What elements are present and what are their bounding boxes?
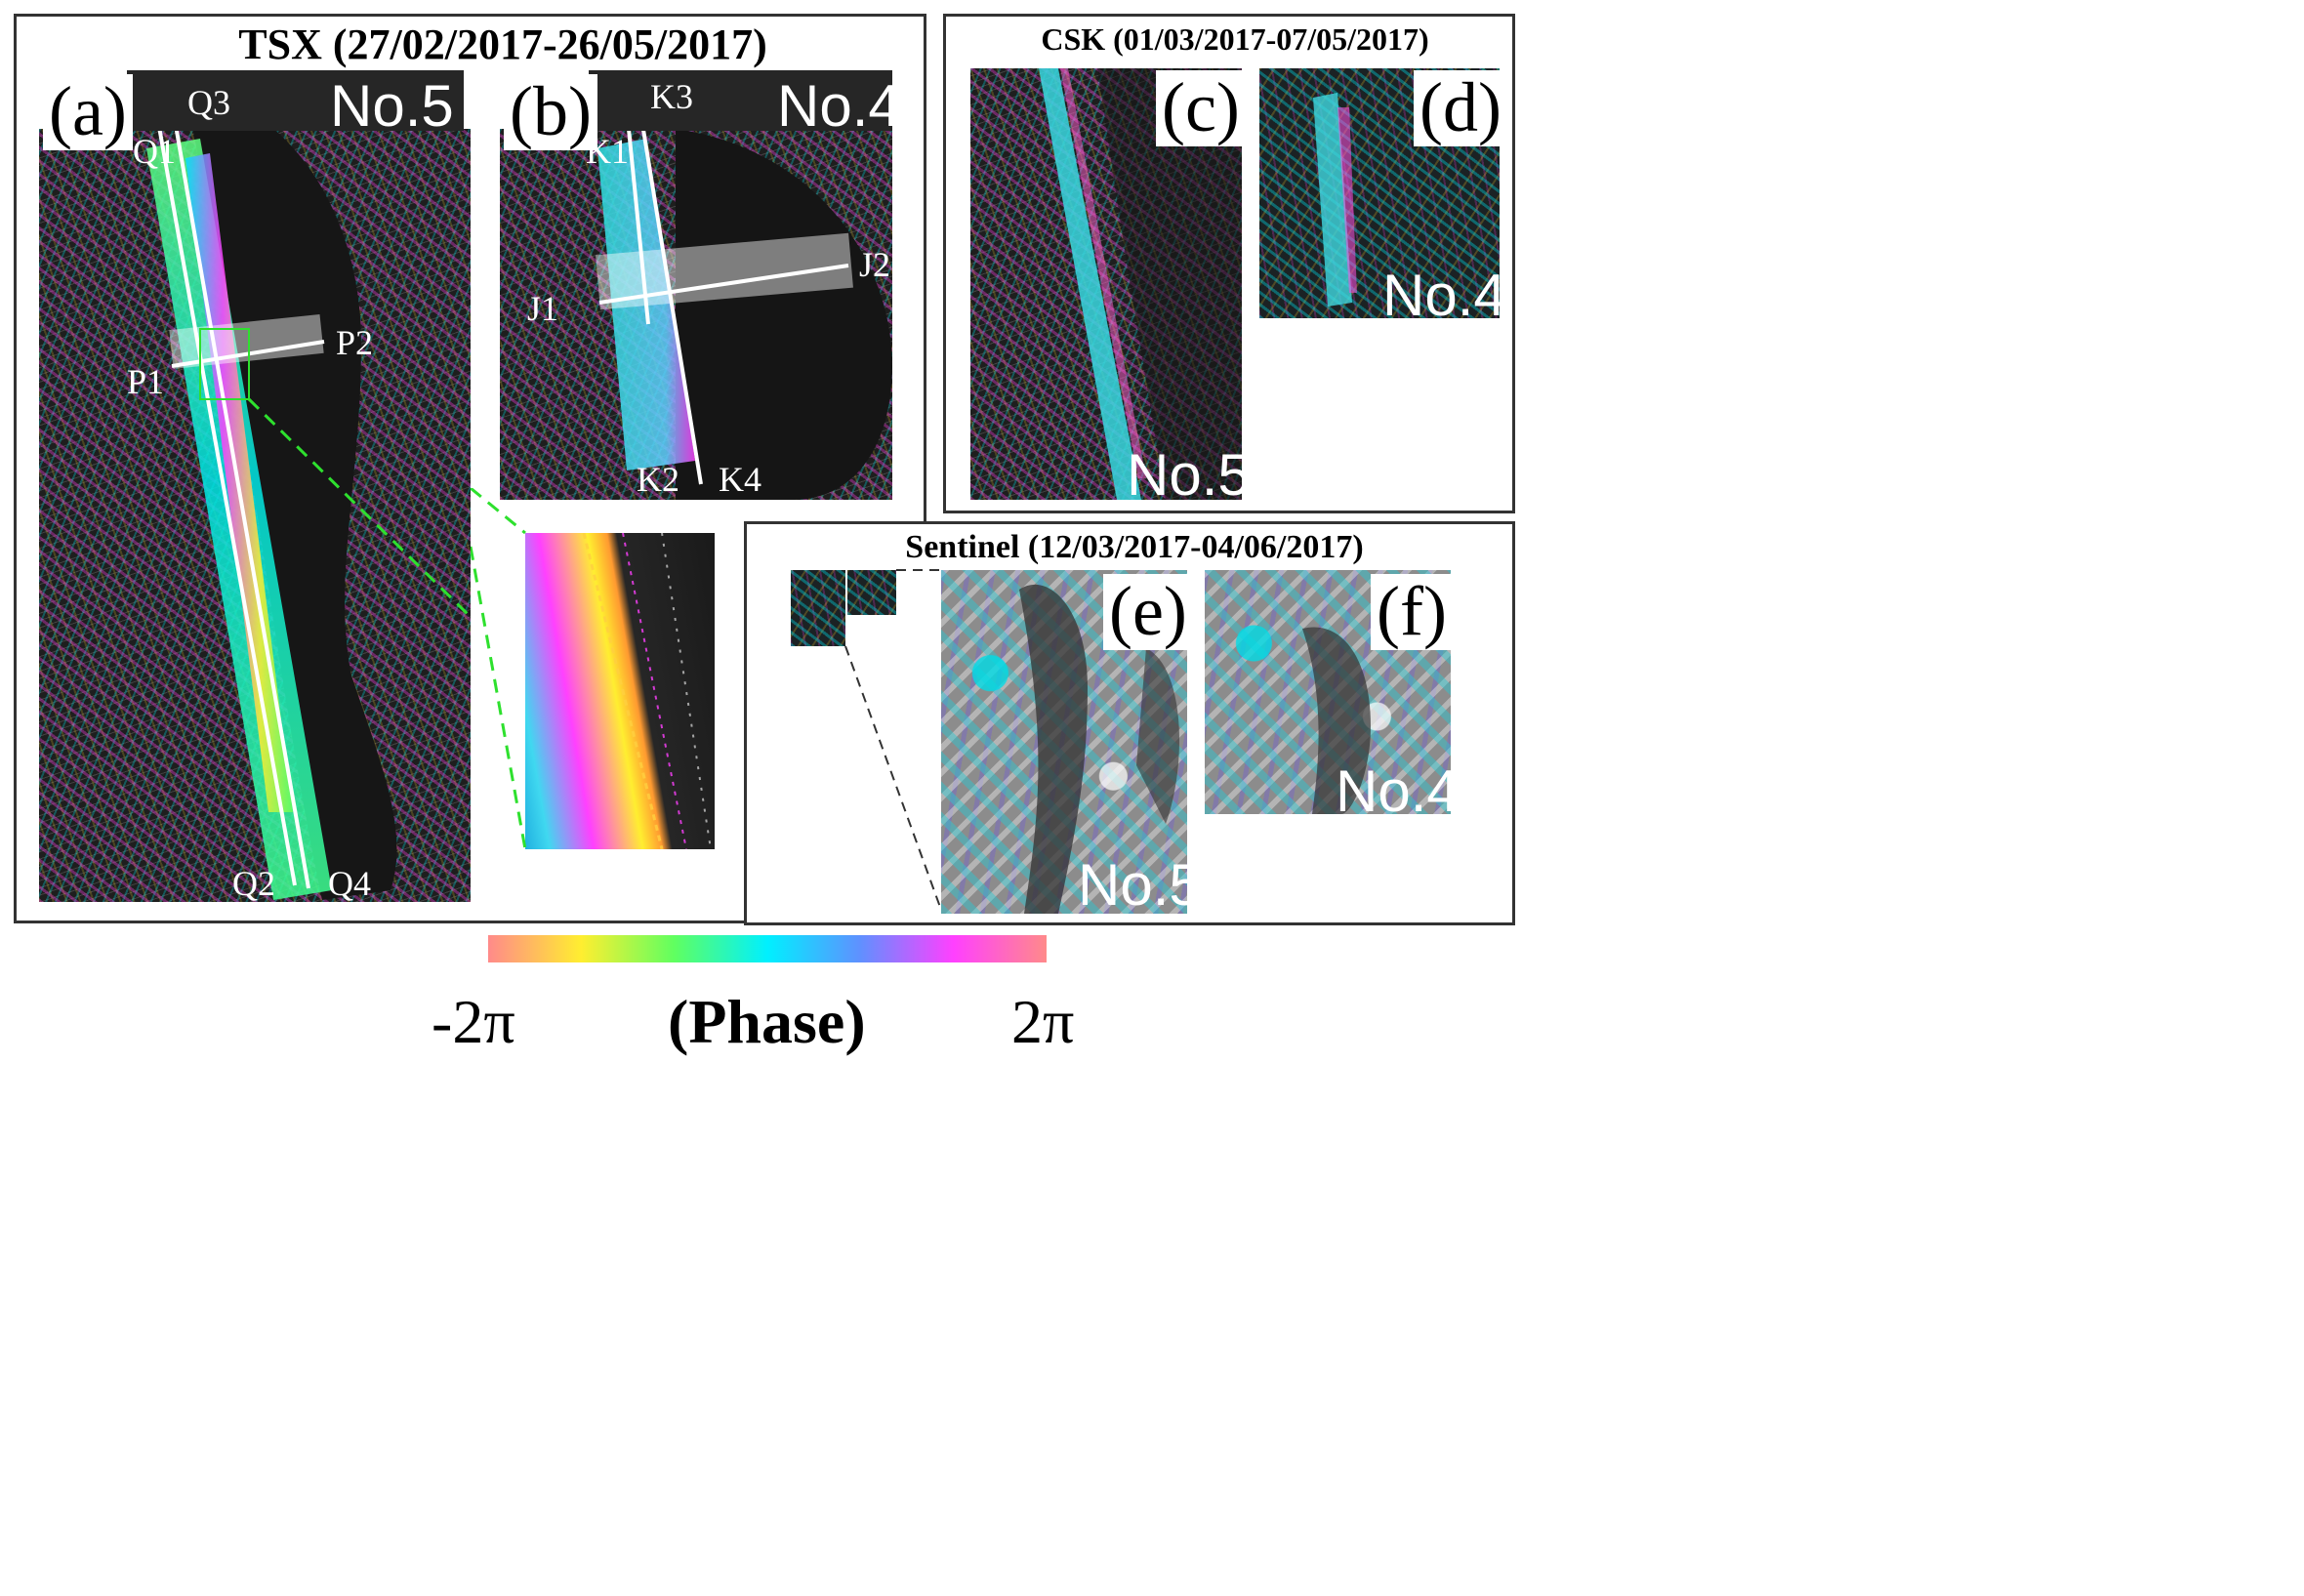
profile-line-q3-q4 bbox=[174, 129, 310, 889]
point-p1: P1 bbox=[127, 362, 165, 401]
panel-b-top-strip bbox=[589, 70, 892, 131]
zoom-inset-overlay bbox=[582, 533, 712, 849]
colorbar-max-label: 2π bbox=[1011, 987, 1075, 1056]
zoom-inset-image bbox=[525, 533, 715, 849]
panel-c-overlay bbox=[1039, 68, 1242, 500]
reservoir-water-b bbox=[676, 129, 892, 500]
panel-c-letter: (c) bbox=[1156, 70, 1246, 146]
panel-b-letter: (b) bbox=[504, 74, 597, 150]
panel-b-overlay bbox=[596, 129, 892, 500]
panel-d-letter: (d) bbox=[1414, 70, 1507, 146]
transect-line-j1-j2 bbox=[598, 264, 849, 305]
panel-a-overlay bbox=[146, 129, 471, 900]
panel-d-number: No.4 bbox=[1382, 263, 1506, 328]
panel-a-number: No.5 bbox=[330, 73, 454, 139]
panel-f-letter: (f) bbox=[1371, 574, 1453, 650]
point-j2: J2 bbox=[859, 245, 891, 284]
panel-f-number: No.4 bbox=[1336, 758, 1460, 824]
profile-line-q1-q2 bbox=[157, 129, 297, 886]
point-k2: K2 bbox=[637, 460, 679, 499]
panel-b-image bbox=[500, 129, 892, 500]
panel-e-number: No.5 bbox=[1078, 852, 1202, 918]
transect-band-j1-j2 bbox=[596, 232, 853, 310]
panel-c-number: No.5 bbox=[1127, 442, 1251, 508]
point-q4: Q4 bbox=[328, 864, 371, 903]
panel-e-image bbox=[941, 570, 1187, 914]
zoom-box bbox=[199, 328, 250, 400]
colorbar-min-label: -2π bbox=[432, 987, 515, 1056]
dam-shadow-f bbox=[1302, 627, 1371, 814]
panel-b-number: No.4 bbox=[777, 73, 901, 139]
colorbar-title: (Phase) bbox=[668, 987, 866, 1056]
profile-line-k1-k2 bbox=[626, 129, 650, 325]
reservoir-water bbox=[192, 129, 397, 900]
sentinel-title: Sentinel (12/03/2017-04/06/2017) bbox=[905, 529, 1364, 565]
zoom-connector bbox=[471, 488, 527, 850]
sentinel-zoom-connector bbox=[844, 569, 942, 911]
csk-title: CSK (01/03/2017-07/05/2017) bbox=[1041, 21, 1429, 57]
point-k4: K4 bbox=[719, 460, 761, 499]
point-j1: J1 bbox=[527, 289, 559, 328]
zoom-connector-top bbox=[247, 397, 471, 619]
dam-body-d bbox=[1313, 93, 1352, 307]
panel-d-overlay bbox=[1313, 93, 1357, 307]
point-q1: Q1 bbox=[133, 132, 176, 171]
panel-e-letter: (e) bbox=[1103, 574, 1193, 650]
panel-a-top-strip bbox=[127, 70, 464, 131]
dam-shadow-e bbox=[1019, 584, 1088, 914]
panel-c-image bbox=[970, 68, 1242, 500]
transect-band-p1-p2 bbox=[169, 313, 324, 369]
point-q2: Q2 bbox=[232, 864, 275, 903]
panel-f-overlay bbox=[1302, 627, 1371, 814]
sentinel-thumbnail-no5 bbox=[791, 570, 845, 646]
point-k1: K1 bbox=[586, 132, 629, 171]
dam-body-c bbox=[1039, 68, 1141, 500]
point-q3: Q3 bbox=[187, 83, 230, 122]
phase-colorbar bbox=[488, 935, 1047, 962]
point-k3: K3 bbox=[650, 77, 693, 116]
tsx-title: TSX (27/02/2017-26/05/2017) bbox=[238, 20, 767, 68]
sentinel-thumbnail-no4 bbox=[847, 570, 896, 615]
panel-a-image bbox=[39, 129, 471, 902]
panel-a-letter: (a) bbox=[43, 74, 133, 150]
point-p2: P2 bbox=[336, 323, 374, 362]
panel-e-overlay bbox=[1019, 584, 1179, 914]
